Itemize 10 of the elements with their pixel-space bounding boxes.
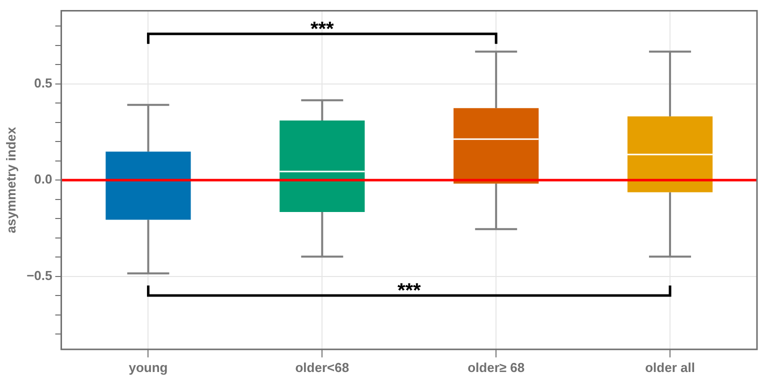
y-tick-label: 0.0: [34, 172, 52, 187]
y-tick-label: 0.5: [34, 75, 52, 90]
annotation: ***: [397, 280, 422, 302]
y-axis-title: asymmetry index: [3, 126, 18, 234]
x-tick-label: older<68: [295, 360, 350, 375]
x-tick-label: older≥ 68: [468, 360, 525, 375]
x-tick-label: young: [128, 360, 168, 375]
y-tick-label: −0.5: [26, 268, 52, 283]
x-tick-label: older all: [645, 360, 695, 375]
annotation: ***: [310, 18, 334, 40]
